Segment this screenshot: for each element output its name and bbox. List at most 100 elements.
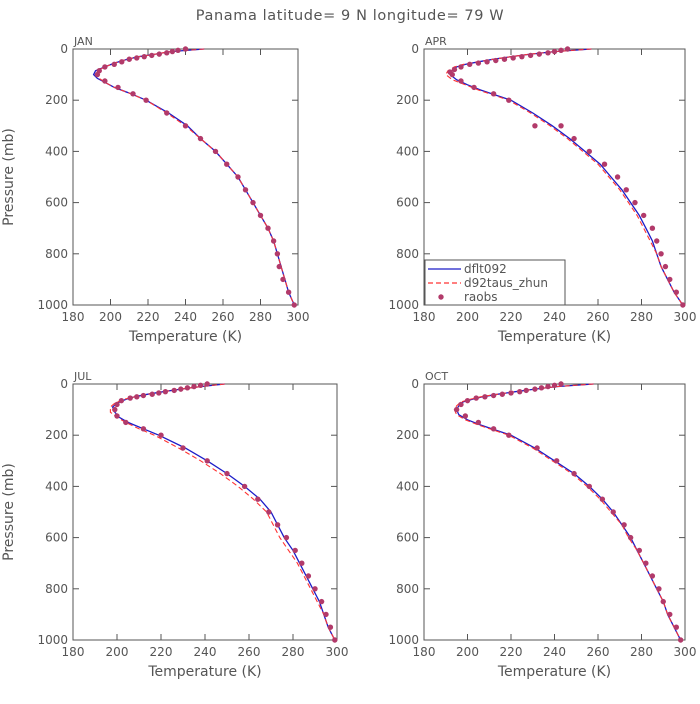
raobs-point: [242, 187, 249, 193]
raobs-point: [158, 432, 164, 438]
panel-jan: JAN 180 200 220 240 260 280 300 0 200 400 600 800 100…: [1, 35, 309, 345]
y-tick-label: 200: [396, 428, 419, 442]
x-tick-label: 180: [62, 310, 85, 324]
x-tick-label: 220: [500, 310, 523, 324]
legend-label: dflt092: [464, 262, 507, 276]
raobs-point: [482, 394, 488, 400]
raobs-point: [235, 174, 241, 180]
x-tick-label: 220: [150, 645, 173, 659]
plot-frame: [72, 48, 299, 306]
raobs-point: [274, 522, 281, 528]
x-axis-title: Temperature (K): [147, 664, 261, 680]
raobs-point: [257, 212, 264, 219]
raobs-point: [490, 426, 497, 432]
raobs-point: [586, 148, 592, 155]
y-tick-label: 0: [411, 42, 419, 56]
raobs-point: [250, 199, 256, 206]
x-tick-label: 300: [674, 310, 697, 324]
raobs-point: [143, 97, 149, 103]
raobs-point: [305, 573, 312, 579]
raobs-point: [640, 212, 647, 219]
x-tick-label: 300: [674, 645, 697, 659]
x-tick-label: 280: [630, 310, 653, 324]
y-tick-label: 0: [411, 377, 419, 391]
y-tick-label: 200: [45, 428, 68, 442]
raobs-point: [506, 432, 512, 438]
raobs-point: [180, 445, 186, 451]
raobs-point: [164, 50, 170, 56]
x-tick-label: 220: [137, 310, 160, 324]
y-tick-label: 0: [60, 377, 68, 391]
raobs-point: [191, 383, 197, 390]
raobs-point: [621, 522, 627, 528]
y-axis-title: Pressure (mb): [1, 128, 17, 226]
raobs-point: [610, 509, 616, 515]
raobs-point: [197, 382, 204, 388]
raobs-point: [654, 238, 660, 244]
raobs-point: [473, 395, 479, 401]
raobs-point: [276, 263, 282, 270]
raobs-point: [466, 61, 473, 68]
raobs-point: [102, 78, 108, 84]
raobs-point: [164, 110, 170, 116]
y-tick-label: 600: [45, 531, 68, 545]
series-d92taus-zhun: [453, 383, 682, 641]
raobs-point: [623, 187, 629, 193]
x-tick-label: 240: [174, 310, 197, 324]
raobs-point: [182, 46, 189, 52]
raobs-point: [673, 624, 679, 630]
raobs-point: [114, 413, 120, 419]
raobs-point: [586, 483, 592, 490]
raobs-point: [501, 56, 508, 62]
y-tick-label: 400: [396, 144, 419, 158]
x-tick-label: 240: [543, 310, 566, 324]
raobs-point: [111, 61, 117, 68]
raobs-point: [265, 225, 271, 231]
y-tick-label: 400: [45, 479, 68, 493]
figure-title: Panama latitude= 9 N longitude= 79 W: [196, 8, 504, 24]
x-tick-label: 240: [543, 645, 566, 659]
raobs-point: [115, 84, 121, 91]
raobs-point: [102, 64, 108, 70]
raobs-point: [204, 458, 210, 464]
raobs-point: [451, 66, 458, 73]
raobs-point: [453, 406, 460, 413]
raobs-point: [599, 496, 606, 502]
raobs-point: [519, 53, 525, 60]
series-dflt092: [111, 383, 336, 641]
y-tick-label: 800: [396, 582, 419, 596]
x-tick-label: 200: [456, 310, 479, 324]
y-tick-label: 1000: [388, 633, 419, 647]
raobs-point: [677, 637, 684, 643]
raobs-point: [493, 57, 499, 64]
raobs-point: [134, 394, 140, 400]
y-tick-label: 400: [45, 144, 68, 158]
raobs-point: [680, 302, 686, 308]
raobs-point: [636, 547, 643, 554]
raobs-point: [545, 383, 551, 390]
raobs-point: [649, 573, 656, 579]
raobs-point: [536, 51, 542, 57]
x-tick-label: 200: [456, 645, 479, 659]
x-tick-label: 180: [413, 310, 436, 324]
raobs-point: [197, 135, 204, 142]
x-tick-label: 260: [212, 310, 235, 324]
raobs-point: [632, 199, 638, 206]
raobs-point: [255, 496, 261, 502]
raobs-point: [667, 611, 673, 618]
raobs-point: [224, 161, 230, 167]
raobs-point: [551, 48, 558, 55]
raobs-point: [658, 251, 664, 257]
y-tick-label: 1000: [37, 633, 68, 647]
raobs-point: [545, 50, 551, 56]
raobs-point: [449, 71, 455, 78]
raobs-point: [538, 385, 545, 391]
raobs-point: [517, 388, 523, 395]
raobs-point: [558, 123, 564, 129]
raobs-point: [130, 91, 136, 97]
raobs-point: [140, 392, 147, 399]
raobs-point: [140, 426, 147, 432]
x-tick-label: 260: [238, 645, 261, 659]
raobs-point: [571, 135, 577, 142]
